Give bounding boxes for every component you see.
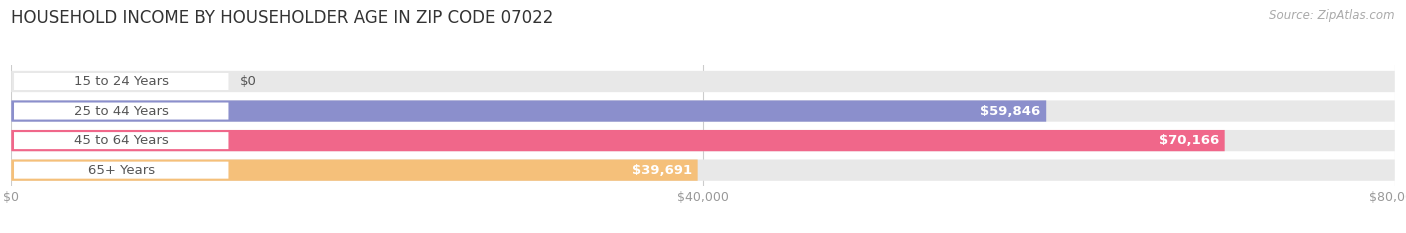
FancyBboxPatch shape bbox=[11, 160, 697, 181]
FancyBboxPatch shape bbox=[11, 130, 1225, 151]
Text: 45 to 64 Years: 45 to 64 Years bbox=[75, 134, 169, 147]
Text: $70,166: $70,166 bbox=[1159, 134, 1219, 147]
Text: $59,846: $59,846 bbox=[980, 105, 1040, 117]
Text: 25 to 44 Years: 25 to 44 Years bbox=[73, 105, 169, 117]
FancyBboxPatch shape bbox=[11, 100, 1395, 122]
FancyBboxPatch shape bbox=[14, 162, 228, 179]
Text: 15 to 24 Years: 15 to 24 Years bbox=[73, 75, 169, 88]
FancyBboxPatch shape bbox=[11, 130, 1395, 151]
FancyBboxPatch shape bbox=[14, 132, 228, 149]
Text: $0: $0 bbox=[239, 75, 256, 88]
FancyBboxPatch shape bbox=[11, 71, 1395, 92]
Text: Source: ZipAtlas.com: Source: ZipAtlas.com bbox=[1270, 9, 1395, 22]
Text: $39,691: $39,691 bbox=[633, 164, 692, 177]
FancyBboxPatch shape bbox=[11, 160, 1395, 181]
FancyBboxPatch shape bbox=[14, 103, 228, 120]
FancyBboxPatch shape bbox=[14, 73, 228, 90]
Text: HOUSEHOLD INCOME BY HOUSEHOLDER AGE IN ZIP CODE 07022: HOUSEHOLD INCOME BY HOUSEHOLDER AGE IN Z… bbox=[11, 9, 554, 27]
Text: 65+ Years: 65+ Years bbox=[87, 164, 155, 177]
FancyBboxPatch shape bbox=[11, 100, 1046, 122]
